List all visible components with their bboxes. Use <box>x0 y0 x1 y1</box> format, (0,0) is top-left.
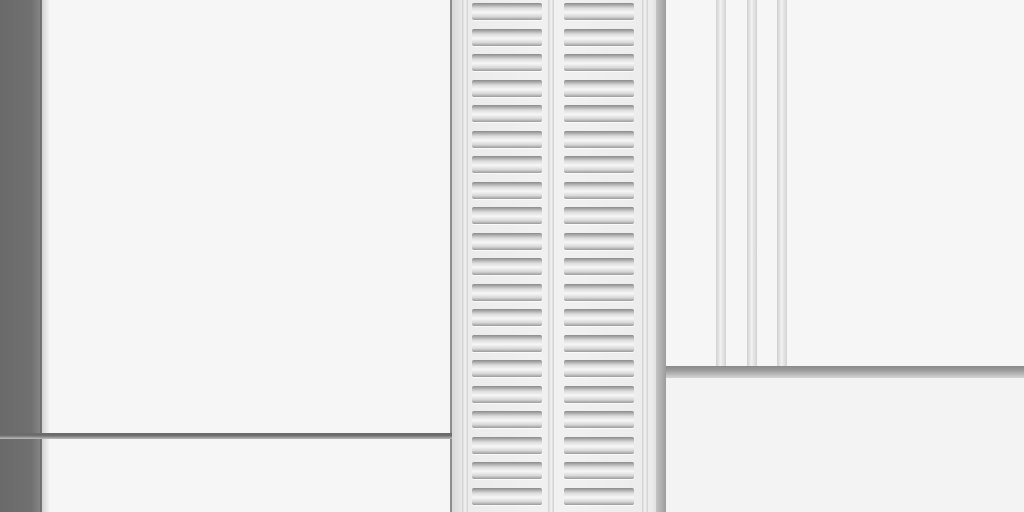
vent-slot <box>564 207 634 224</box>
vent-slot <box>472 105 542 122</box>
grille-rail <box>642 0 648 512</box>
vent-slot <box>472 436 542 454</box>
panel-divider <box>0 433 452 439</box>
vent-slot <box>472 487 542 505</box>
vent-slot <box>472 79 542 97</box>
vent-slot <box>564 385 634 403</box>
vent-slot <box>472 411 542 428</box>
right-lower-panel <box>666 378 1024 512</box>
vertical-groove <box>716 0 726 366</box>
vent-slot <box>472 156 542 173</box>
vent-slot <box>564 462 634 479</box>
right-panel-divider <box>666 366 1024 378</box>
vent-slot <box>564 360 634 377</box>
vent-slot <box>564 283 634 301</box>
vent-slot <box>472 283 542 301</box>
vent-slot <box>472 360 542 377</box>
vent-slot <box>564 79 634 97</box>
vent-slot <box>564 411 634 428</box>
vent-slot <box>564 309 634 326</box>
vertical-groove <box>747 0 757 366</box>
vent-slot <box>564 232 634 250</box>
vent-slot <box>472 232 542 250</box>
grille-rail <box>548 0 554 512</box>
vent-slot <box>564 130 634 148</box>
vent-slot <box>564 54 634 71</box>
front-panel <box>42 0 452 512</box>
vent-slot <box>472 3 542 20</box>
vent-slot <box>472 207 542 224</box>
vent-slot <box>564 181 634 199</box>
vent-slot <box>564 156 634 173</box>
vent-slot <box>564 3 634 20</box>
vent-slot <box>472 181 542 199</box>
vent-slot <box>472 385 542 403</box>
vent-column-right <box>564 0 634 512</box>
vent-slot <box>472 258 542 275</box>
vent-slot <box>564 28 634 46</box>
vent-slot <box>564 487 634 505</box>
grille-rail <box>462 0 468 512</box>
vent-slot <box>472 130 542 148</box>
vent-slot <box>472 462 542 479</box>
vent-slot <box>472 334 542 352</box>
vent-slot <box>472 28 542 46</box>
grille-edge <box>656 0 666 512</box>
vent-slot <box>564 334 634 352</box>
vent-slot <box>472 309 542 326</box>
vent-slot <box>564 105 634 122</box>
vertical-groove <box>777 0 787 366</box>
device-side-strip <box>0 0 42 512</box>
vent-column-left <box>472 0 542 512</box>
vent-slot <box>564 436 634 454</box>
vent-slot <box>564 258 634 275</box>
side-shadow <box>40 0 50 512</box>
vent-slot <box>472 54 542 71</box>
